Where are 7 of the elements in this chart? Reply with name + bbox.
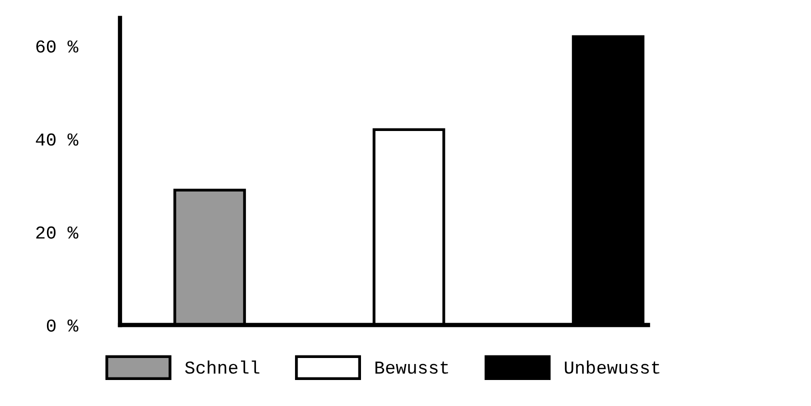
legend-label: Schnell	[185, 360, 260, 374]
y-tick-label: 0 %	[46, 319, 78, 332]
y-tick-label: 20 %	[36, 226, 78, 239]
legend-label: Unbewusst	[564, 360, 660, 374]
legend-label: Bewusst	[375, 362, 448, 374]
y-tick-label: 60 %	[36, 40, 78, 53]
y-tick-label: 40 %	[36, 133, 78, 146]
